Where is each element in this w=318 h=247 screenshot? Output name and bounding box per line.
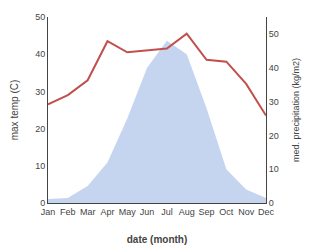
svg-text:Jul: Jul	[161, 207, 173, 217]
svg-text:med. precipitation (kg/m2): med. precipitation (kg/m2)	[291, 58, 301, 162]
svg-text:Apr: Apr	[100, 207, 114, 217]
svg-text:40: 40	[269, 63, 279, 73]
svg-text:max temp (C): max temp (C)	[9, 80, 20, 141]
svg-text:Mar: Mar	[80, 207, 96, 217]
svg-text:10: 10	[35, 161, 45, 171]
svg-text:0: 0	[40, 198, 45, 208]
svg-text:40: 40	[35, 49, 45, 59]
svg-text:30: 30	[269, 97, 279, 107]
svg-text:date (month): date (month)	[127, 234, 188, 245]
svg-text:Sep: Sep	[199, 207, 215, 217]
svg-text:Feb: Feb	[60, 207, 76, 217]
svg-text:10: 10	[269, 164, 279, 174]
svg-text:20: 20	[35, 124, 45, 134]
svg-text:Oct: Oct	[219, 207, 234, 217]
svg-text:Dec: Dec	[258, 207, 275, 217]
svg-text:0: 0	[269, 198, 274, 208]
svg-text:May: May	[119, 207, 137, 217]
svg-text:Nov: Nov	[238, 207, 255, 217]
svg-text:20: 20	[269, 131, 279, 141]
svg-text:Jun: Jun	[140, 207, 155, 217]
svg-text:30: 30	[35, 87, 45, 97]
svg-text:Jan: Jan	[41, 207, 56, 217]
svg-text:50: 50	[35, 12, 45, 22]
svg-text:Aug: Aug	[179, 207, 195, 217]
svg-text:50: 50	[269, 29, 279, 39]
